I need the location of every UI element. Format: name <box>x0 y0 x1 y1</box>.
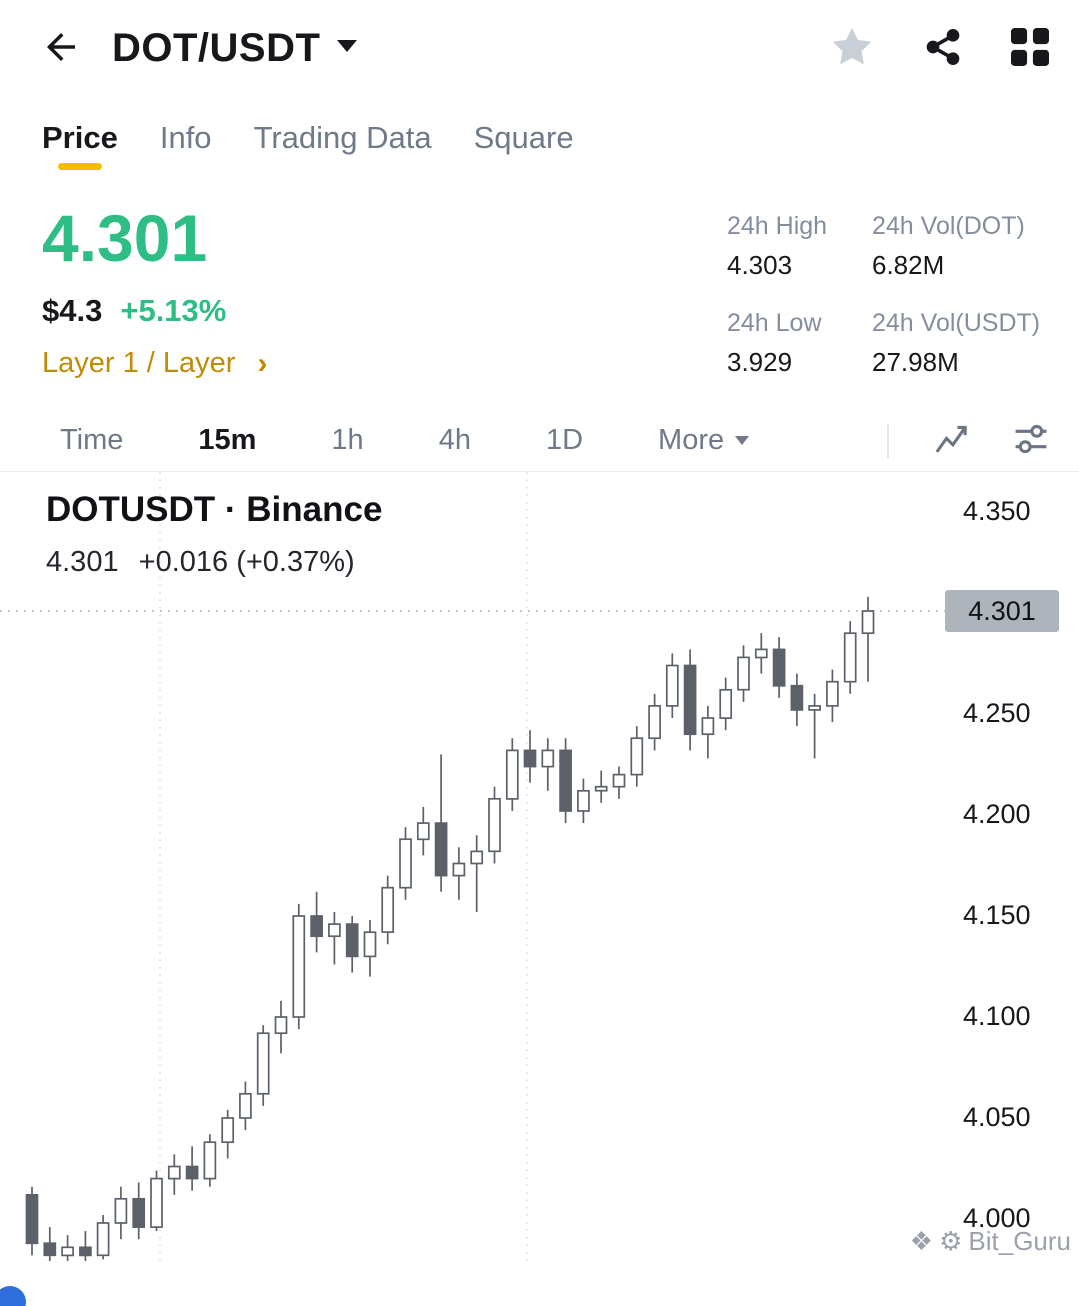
chevron-right-icon: › <box>257 346 268 380</box>
apps-grid-button[interactable] <box>1011 27 1049 69</box>
tab-price[interactable]: Price <box>42 114 118 178</box>
y-axis-tick: 4.100 <box>963 1001 1031 1032</box>
chart-subtitle: 4.301 +0.016 (+0.37%) <box>46 546 382 579</box>
stat-label: 24h High <box>727 212 828 240</box>
page-tabs: Price Info Trading Data Square <box>0 96 1079 178</box>
candlestick-chart[interactable] <box>0 472 945 1262</box>
y-axis-tick: 4.350 <box>963 496 1031 527</box>
price-axis[interactable]: 4.301 4.350 4.250 4.200 4.150 4.100 4.050 4.00… <box>945 472 1079 1261</box>
stat-value: 4.303 <box>727 250 793 280</box>
stats-grid: 24h High 4.303 24h Vol(DOT) 6.82M 24h Lo… <box>727 204 1062 378</box>
last-price: 4.301 <box>42 201 208 275</box>
timeframe-4h[interactable]: 4h <box>438 424 471 457</box>
star-icon <box>832 27 872 64</box>
watermark-badge-icon: ❖ <box>909 1226 934 1257</box>
top-bar: DOT/USDT <box>0 0 1079 96</box>
more-label: More <box>658 424 725 457</box>
chart-subtitle-price: 4.301 <box>46 546 119 579</box>
back-button[interactable] <box>40 26 82 71</box>
change-percent: +5.13% <box>120 293 227 329</box>
stat-label: 24h Low <box>727 309 822 337</box>
fiat-value: $4.3 <box>42 293 103 329</box>
pair-title: DOT/USDT <box>112 25 321 70</box>
current-price-badge: 4.301 <box>945 590 1059 633</box>
chart-title: DOTUSDT · Binance <box>46 490 383 530</box>
gear-icon: ⚙ <box>939 1226 963 1257</box>
tab-info[interactable]: Info <box>159 120 212 155</box>
chevron-down-icon <box>336 39 358 58</box>
favorite-button[interactable] <box>829 24 875 73</box>
stat-24h-vol-dot: 24h Vol(DOT) 6.82M <box>872 212 1062 281</box>
y-axis-tick: 4.050 <box>963 1102 1031 1133</box>
share-icon <box>926 28 960 65</box>
stat-24h-high: 24h High 4.303 <box>727 212 872 281</box>
back-arrow-icon <box>47 32 75 61</box>
chart-area: DOTUSDT · Binance 4.301 +0.016 (+0.37%) … <box>0 472 1079 1262</box>
stat-value: 3.929 <box>727 347 793 377</box>
indicators-button[interactable] <box>1013 421 1049 460</box>
stat-24h-low: 24h Low 3.929 <box>727 309 872 378</box>
indicator-settings-icon <box>1015 425 1047 454</box>
stat-value: 6.82M <box>872 250 945 280</box>
more-timeframes-button[interactable]: More <box>658 424 750 457</box>
timeframe-1d[interactable]: 1D <box>545 424 584 457</box>
chart-header: DOTUSDT · Binance 4.301 +0.016 (+0.37%) <box>46 490 382 579</box>
y-axis-tick: 4.150 <box>963 900 1031 931</box>
timeframe-15m[interactable]: 15m <box>198 424 257 457</box>
share-button[interactable] <box>923 27 963 70</box>
timeframe-time[interactable]: Time <box>60 424 124 457</box>
floating-widget[interactable] <box>0 1286 26 1306</box>
timeframe-bar: Time 15m 1h 4h 1D More <box>0 410 1079 473</box>
stat-label: 24h Vol(USDT) <box>872 309 1041 337</box>
y-axis-tick: 4.250 <box>963 698 1031 729</box>
stat-label: 24h Vol(DOT) <box>872 212 1025 240</box>
category-link[interactable]: Layer 1 / Layer › <box>42 347 727 380</box>
stat-value: 27.98M <box>872 347 959 377</box>
stat-24h-vol-usdt: 24h Vol(USDT) 27.98M <box>872 309 1062 378</box>
grid-icon <box>1011 27 1049 66</box>
y-axis-tick: 4.200 <box>963 799 1031 830</box>
chevron-down-icon <box>735 436 750 446</box>
y-axis-tick: 4.000 <box>963 1203 1031 1234</box>
divider <box>887 423 889 458</box>
tab-square[interactable]: Square <box>473 120 574 155</box>
chart-subtitle-change: +0.016 (+0.37%) <box>138 546 355 579</box>
price-overview: 4.301 $4.3 +5.13% Layer 1 / Layer › 24h … <box>0 178 1079 380</box>
watermark: ❖ ⚙ Bit_Guru <box>910 1226 1071 1257</box>
timeframe-1h[interactable]: 1h <box>331 424 364 457</box>
pair-selector[interactable]: DOT/USDT <box>112 26 358 71</box>
chart-style-button[interactable] <box>933 421 969 460</box>
category-label: Layer 1 / Layer <box>42 347 236 380</box>
tab-trading-data[interactable]: Trading Data <box>253 120 432 155</box>
watermark-text: Bit_Guru <box>968 1226 1071 1257</box>
line-chart-icon <box>935 426 967 454</box>
